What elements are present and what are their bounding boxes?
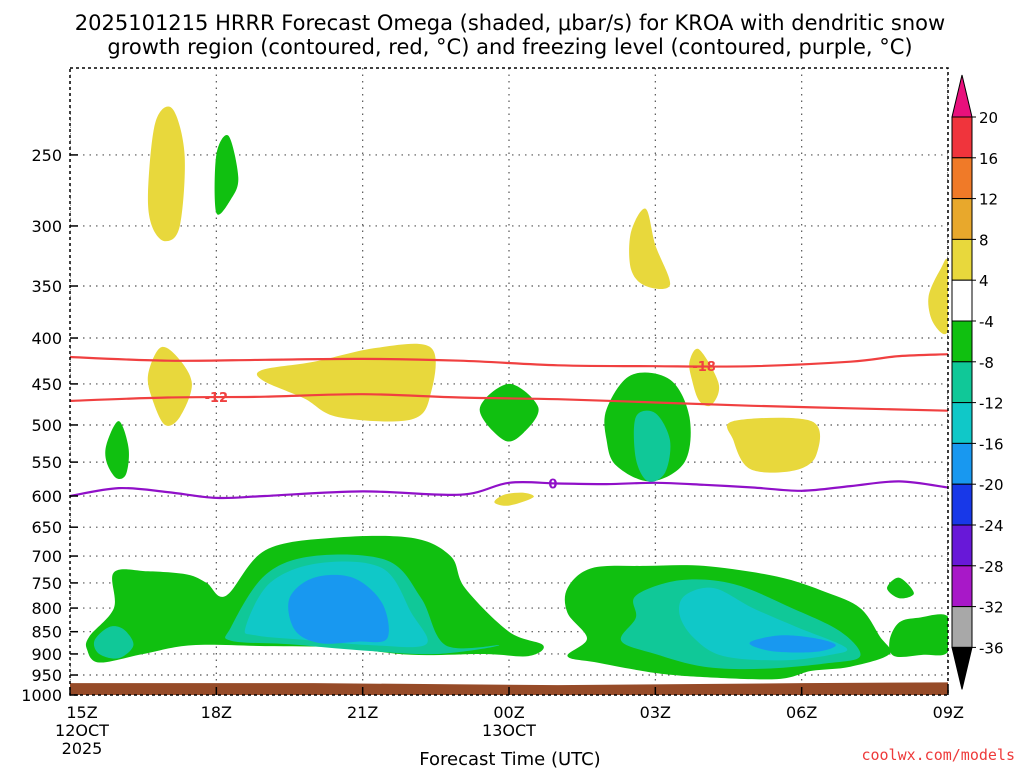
colorbar-segment-6: [951, 320, 973, 363]
colorbar-segment-1: [951, 116, 973, 159]
omega-shading: [85, 106, 948, 680]
omega-region-teal-2: [633, 410, 671, 483]
x-tick-label-03Z-0: 03Z: [640, 703, 671, 722]
omega-region-blue-1: [288, 574, 389, 644]
contour-label-dgz-18: -18: [692, 360, 716, 375]
colorbar-segment-7: [951, 361, 973, 404]
contour-label-dgz-12: -12: [205, 391, 229, 406]
colorbar-segment-5: [951, 279, 973, 322]
colorbar-segment-4: [951, 238, 973, 281]
colorbar-label-9: -20: [979, 476, 1004, 494]
plot-area: -18 -12 0: [69, 67, 949, 696]
colorbar-segment-9: [951, 442, 973, 485]
y-tick-label-1000: 1000: [21, 686, 62, 705]
y-tick-label-850: 850: [31, 623, 62, 642]
colorbar-label-2: 12: [979, 191, 998, 209]
colorbar-segment-13: [951, 606, 973, 648]
y-tick-label-750: 750: [31, 574, 62, 593]
contour-dgz-12: [70, 393, 948, 412]
contour-freezing-0: [70, 480, 948, 500]
y-tick-label-300: 300: [31, 217, 62, 236]
colorbar-segment-11: [951, 524, 973, 567]
x-tick-label-09Z-0: 09Z: [933, 703, 964, 722]
colorbar-top-arrow: [951, 74, 973, 118]
omega-region-yellow-4: [256, 343, 436, 422]
x-tick-label-15Z-2: 2025: [62, 739, 103, 758]
colorbar-label-3: 8: [979, 231, 989, 249]
y-tick-label-650: 650: [31, 518, 62, 537]
colorbar-bottom-arrow: [951, 646, 973, 690]
y-tick-label-400: 400: [31, 329, 62, 348]
y-tick-label-250: 250: [31, 146, 62, 165]
colorbar-segment-10: [951, 483, 973, 526]
omega-region-green-3: [479, 383, 539, 442]
y-tick-label-800: 800: [31, 599, 62, 618]
contour-dgz-18: [70, 353, 948, 368]
y-tick-label-900: 900: [31, 645, 62, 664]
chart-title-line-2: growth region (contoured, red, °C) and f…: [107, 35, 912, 59]
plot-layers: -18 -12 0: [70, 68, 948, 695]
y-tick-label-950: 950: [31, 666, 62, 685]
colorbar-segment-12: [951, 565, 973, 608]
omega-region-teal-1: [93, 626, 134, 659]
x-tick-label-15Z-1: 12OCT: [55, 721, 109, 740]
x-tick-label-15Z-0: 15Z: [66, 703, 97, 722]
y-tick-label-600: 600: [31, 487, 62, 506]
omega-region-blue-2: [749, 635, 836, 653]
y-tick-label-350: 350: [31, 277, 62, 296]
y-tick-label-700: 700: [31, 547, 62, 566]
omega-region-yellow-8: [494, 492, 534, 506]
x-tick-label-21Z-0: 21Z: [347, 703, 378, 722]
x-tick-label-00Z-1: 13OCT: [482, 721, 536, 740]
x-axis-title: Forecast Time (UTC): [419, 749, 600, 768]
colorbar-segment-2: [951, 157, 973, 200]
omega-region-yellow-7: [928, 258, 948, 335]
colorbar-segment-3: [951, 198, 973, 240]
omega-region-yellow-2: [629, 208, 671, 290]
colorbar-label-4: 4: [979, 272, 989, 290]
omega-region-green-7: [887, 577, 914, 599]
chart-title: 2025101215 HRRR Forecast Omega (shaded, …: [75, 11, 945, 59]
omega-region-yellow-6: [726, 417, 821, 473]
colorbar-label-8: -16: [979, 435, 1004, 453]
chart-title-line-1: 2025101215 HRRR Forecast Omega (shaded, …: [75, 11, 945, 35]
colorbar-label-5: -4: [979, 313, 994, 331]
omega-region-green-8: [889, 614, 948, 658]
y-tick-label-550: 550: [31, 453, 62, 472]
omega-region-yellow-3: [147, 346, 192, 426]
colorbar-label-1: 16: [979, 150, 998, 168]
y-tick-label-450: 450: [31, 375, 62, 394]
colorbar-label-6: -8: [979, 354, 994, 372]
omega-region-yellow-5: [689, 348, 720, 407]
colorbar-legend: 20 16 12 8 4 -4 -8 -12 -16 -20 -24 -28 -32 -36: [951, 74, 1004, 690]
colorbar-label-7: -12: [979, 395, 1004, 413]
colorbar-label-11: -28: [979, 558, 1004, 576]
colorbar-label-10: -24: [979, 517, 1004, 535]
contour-lines: -18 -12 0: [70, 353, 948, 500]
colorbar-label-12: -32: [979, 599, 1004, 617]
x-tick-label-06Z-0: 06Z: [786, 703, 817, 722]
colorbar-label-13: -36: [979, 639, 1004, 657]
omega-region-green-2: [105, 421, 129, 479]
omega-region-green-1: [214, 134, 239, 215]
contour-label-freezing-0: 0: [548, 477, 557, 492]
colorbar-label-0: 20: [979, 109, 998, 127]
colorbar-segment-8: [951, 402, 973, 444]
y-axis: 250 300 350 400 450 500 550 600 650 700 750 800 850 9…: [21, 146, 78, 705]
x-tick-label-18Z-0: 18Z: [201, 703, 232, 722]
omega-region-yellow-1: [147, 106, 185, 242]
source-watermark-link[interactable]: coolwx.com/models: [861, 746, 1015, 764]
y-tick-label-500: 500: [31, 416, 62, 435]
x-tick-label-00Z-0: 00Z: [493, 703, 524, 722]
